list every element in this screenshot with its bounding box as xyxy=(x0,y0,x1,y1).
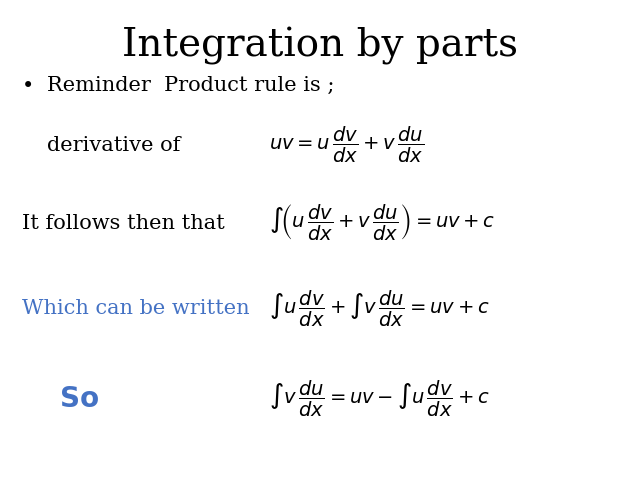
Text: $\int u\,\dfrac{dv}{dx} + \int v\,\dfrac{du}{dx} = uv + c$: $\int u\,\dfrac{dv}{dx} + \int v\,\dfrac… xyxy=(269,289,490,329)
Text: $\int v\,\dfrac{du}{dx} = uv - \int u\,\dfrac{dv}{dx} + c$: $\int v\,\dfrac{du}{dx} = uv - \int u\,\… xyxy=(269,379,490,419)
Text: Reminder  Product rule is ;: Reminder Product rule is ; xyxy=(47,76,335,96)
Text: $uv = u\,\dfrac{dv}{dx} + v\,\dfrac{du}{dx}$: $uv = u\,\dfrac{dv}{dx} + v\,\dfrac{du}{… xyxy=(269,125,424,165)
Text: It follows then that: It follows then that xyxy=(22,214,225,233)
Text: •: • xyxy=(22,76,34,96)
Text: So: So xyxy=(60,385,99,413)
Text: Integration by parts: Integration by parts xyxy=(122,26,518,64)
Text: Which can be written: Which can be written xyxy=(22,300,250,318)
Text: $\int\!\left( u\,\dfrac{dv}{dx} + v\,\dfrac{du}{dx} \right) = uv + c$: $\int\!\left( u\,\dfrac{dv}{dx} + v\,\df… xyxy=(269,204,496,243)
Text: derivative of: derivative of xyxy=(47,136,180,155)
